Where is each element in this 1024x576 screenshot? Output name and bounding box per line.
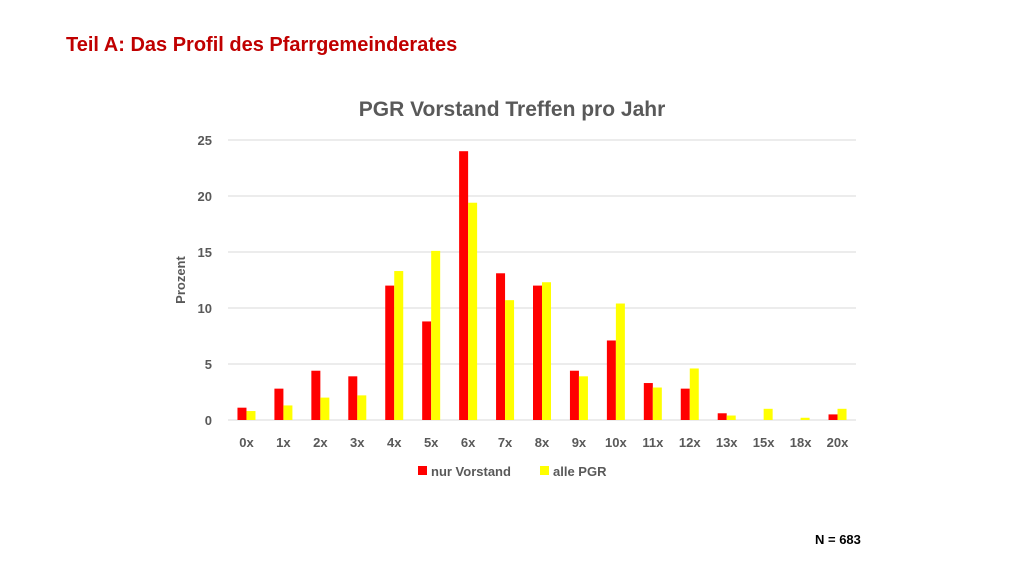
- bar-alle-pgr: [578, 376, 588, 420]
- y-tick-label: 10: [198, 301, 212, 316]
- bar-alle-pgr: [763, 408, 773, 420]
- bar-alle-pgr: [357, 395, 367, 420]
- bar-nur-vorstand: [459, 151, 469, 420]
- bar-alle-pgr: [505, 300, 515, 420]
- y-tick-label: 0: [205, 413, 212, 428]
- bar-alle-pgr: [800, 417, 810, 420]
- x-tick-label: 10x: [605, 435, 627, 450]
- bar-alle-pgr: [837, 408, 847, 420]
- legend-swatch: [540, 466, 549, 475]
- bar-nur-vorstand: [237, 407, 247, 420]
- x-tick-label: 12x: [679, 435, 701, 450]
- y-tick-label: 25: [198, 133, 212, 148]
- bar-nur-vorstand: [496, 273, 506, 420]
- chart-title: PGR Vorstand Treffen pro Jahr: [359, 98, 666, 121]
- bar-alle-pgr: [689, 368, 699, 420]
- x-tick-label: 5x: [424, 435, 439, 450]
- y-tick-label: 15: [198, 245, 212, 260]
- bar-alle-pgr: [320, 397, 330, 420]
- x-tick-label: 15x: [753, 435, 775, 450]
- x-tick-label: 7x: [498, 435, 513, 450]
- slide-title: Teil A: Das Profil des Pfarrgemeinderate…: [66, 34, 458, 56]
- x-tick-label: 1x: [276, 435, 291, 450]
- bar-nur-vorstand: [422, 321, 432, 420]
- bar-nur-vorstand: [569, 370, 579, 420]
- bar-nur-vorstand: [717, 413, 727, 420]
- bar-alle-pgr: [726, 415, 736, 420]
- bar-alle-pgr: [394, 271, 404, 420]
- x-tick-label: 2x: [313, 435, 328, 450]
- bar-nur-vorstand: [533, 285, 542, 420]
- x-axis-ticks: 0x 1x 2x 3x 4x 5x 6x 7x 8x 9x 10x 11x 12x 13x 15x 18x 20…: [239, 435, 849, 450]
- sample-size-note: N = 683: [815, 532, 861, 547]
- bar-nur-vorstand: [274, 388, 284, 420]
- bar-nur-vorstand: [606, 340, 616, 420]
- x-tick-label: 11x: [642, 435, 664, 450]
- legend-label: alle PGR: [553, 464, 607, 479]
- y-tick-label: 5: [205, 357, 212, 372]
- y-tick-label: 20: [198, 189, 212, 204]
- y-axis-label: Prozent: [173, 255, 188, 303]
- bar-alle-pgr: [542, 282, 551, 420]
- bar-nur-vorstand: [311, 370, 321, 420]
- bar-alle-pgr: [283, 405, 293, 420]
- legend-swatch: [418, 466, 427, 475]
- legend-label: nur Vorstand: [431, 464, 511, 479]
- bar-alle-pgr: [431, 250, 441, 420]
- x-tick-label: 8x: [535, 435, 550, 450]
- x-tick-label: 0x: [239, 435, 254, 450]
- bar-alle-pgr: [468, 202, 478, 420]
- x-tick-label: 20x: [827, 435, 849, 450]
- x-tick-label: 18x: [790, 435, 812, 450]
- x-tick-label: 4x: [387, 435, 402, 450]
- bar-nur-vorstand: [828, 414, 838, 420]
- bar-nur-vorstand: [348, 376, 358, 420]
- bar-nur-vorstand: [643, 383, 653, 420]
- bar-alle-pgr: [246, 411, 256, 420]
- bar-nur-vorstand: [680, 388, 690, 420]
- x-tick-label: 3x: [350, 435, 365, 450]
- bar-alle-pgr: [652, 387, 662, 420]
- x-tick-label: 9x: [572, 435, 587, 450]
- legend: nur Vorstand alle PGR: [418, 464, 607, 479]
- x-tick-label: 6x: [461, 435, 476, 450]
- bar-nur-vorstand: [385, 285, 395, 420]
- bar-alle-pgr: [615, 303, 625, 420]
- x-tick-label: 13x: [716, 435, 738, 450]
- y-axis-ticks: 0 5 10 15 20 25: [198, 133, 212, 428]
- bars: [237, 151, 847, 420]
